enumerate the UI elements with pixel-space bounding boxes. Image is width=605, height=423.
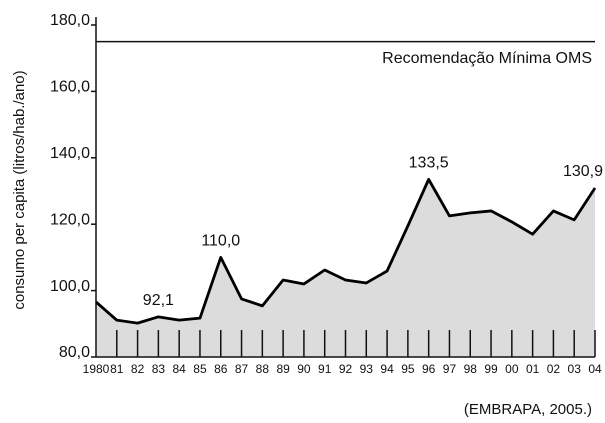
value-label: 110,0: [201, 233, 240, 250]
x-tick-label: 90: [297, 362, 311, 376]
y-tick-label: 100,0: [50, 278, 90, 295]
x-tick-label: 99: [484, 362, 498, 376]
y-tick-label: 80,0: [59, 344, 90, 361]
x-tick-label: 91: [318, 362, 332, 376]
reference-label: Recomendação Mínima OMS: [382, 50, 592, 67]
x-tick-label: 89: [276, 362, 290, 376]
x-tick-label: 01: [526, 362, 540, 376]
x-tick-label: 00: [505, 362, 519, 376]
y-axis-label: consumo per capita (litros/hab./ano): [11, 70, 28, 309]
x-tick-label: 04: [588, 362, 602, 376]
x-tick-label: 81: [110, 362, 124, 376]
x-tick-label: 02: [547, 362, 561, 376]
x-tick-label: 87: [235, 362, 249, 376]
x-tick-label: 88: [256, 362, 270, 376]
value-label: 133,5: [409, 155, 449, 172]
x-tick-label: 94: [380, 362, 394, 376]
y-tick-label: 180,0: [50, 12, 90, 29]
x-tick-label: 83: [152, 362, 166, 376]
value-label: 130,9: [563, 163, 603, 180]
x-tick-label: 98: [464, 362, 478, 376]
source: (EMBRAPA, 2005.): [464, 401, 592, 418]
x-tick-label: 03: [568, 362, 582, 376]
x-tick-label: 93: [360, 362, 374, 376]
x-tick-label: 92: [339, 362, 353, 376]
x-tick-label: 82: [131, 362, 145, 376]
value-label: 92,1: [143, 292, 174, 309]
x-tick-label: 97: [443, 362, 457, 376]
y-tick-label: 160,0: [50, 79, 90, 96]
y-tick-label: 140,0: [50, 145, 90, 162]
x-tick-label: 86: [214, 362, 228, 376]
y-tick-label: 120,0: [50, 211, 90, 228]
x-tick-label: 96: [422, 362, 436, 376]
line: [95, 177, 597, 325]
x-tick-label: 95: [401, 362, 415, 376]
area: [96, 179, 595, 357]
x-tick-label: 84: [172, 362, 186, 376]
x-tick-label: 1980: [83, 362, 110, 376]
x-tick-label: 85: [193, 362, 207, 376]
